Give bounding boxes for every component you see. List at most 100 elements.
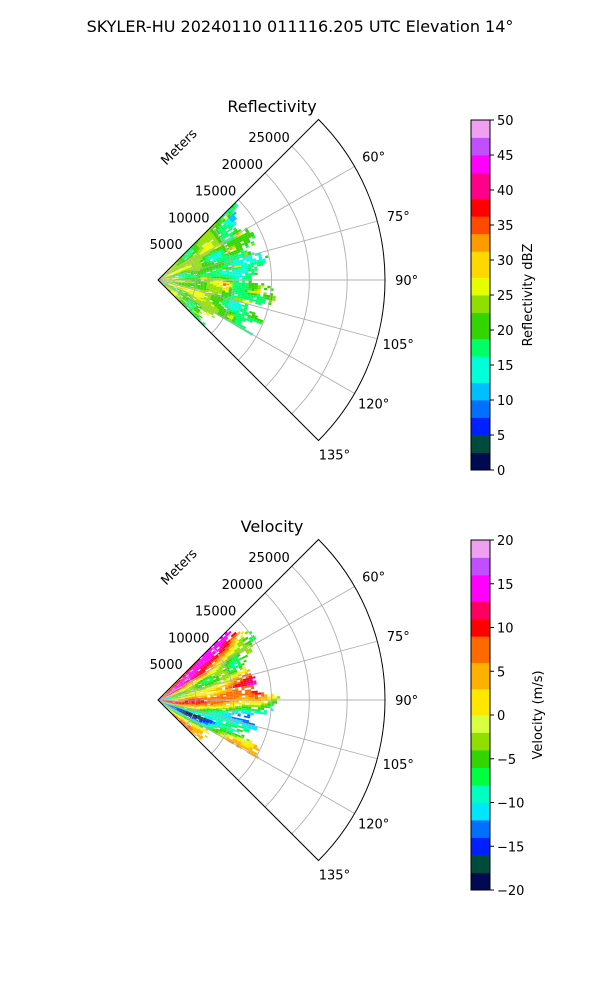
radar-gate: [184, 700, 189, 702]
radar-gate: [172, 280, 176, 281]
radar-gate: [172, 697, 176, 699]
radar-gate: [239, 324, 244, 328]
radar-gate: [193, 681, 197, 684]
radar-gate: [211, 660, 215, 664]
radar-gate: [205, 652, 209, 656]
radar-gate: [178, 297, 181, 300]
radar-gate: [168, 694, 172, 696]
radar-gate: [194, 714, 198, 717]
velocity-range-axis-label: Meters: [159, 546, 201, 588]
radar-gate: [229, 706, 233, 709]
radar-gate: [205, 663, 209, 666]
radar-gate: [175, 267, 179, 270]
radar-gate: [165, 695, 168, 697]
radar-gate: [238, 690, 242, 693]
radar-gate: [215, 676, 220, 679]
radar-gate: [232, 246, 236, 250]
radar-gate: [164, 284, 167, 287]
radar-gate: [228, 292, 232, 295]
radar-gate: [231, 724, 235, 728]
radar-gate: [186, 726, 190, 730]
radar-gate: [226, 315, 231, 319]
radar-gate: [188, 697, 192, 699]
radar-gate: [196, 247, 200, 250]
radar-gate: [165, 281, 169, 282]
radar-gate: [199, 708, 204, 710]
radar-gate: [217, 304, 222, 308]
radar-gate: [164, 273, 167, 276]
radar-gate: [250, 684, 254, 688]
radar-gate: [252, 258, 257, 261]
radar-gate: [246, 240, 251, 244]
radar-gate: [214, 654, 218, 658]
colorbar-swatch: [471, 706, 490, 716]
radar-gate: [200, 705, 204, 708]
radar-gate: [205, 290, 210, 293]
radar-gate: [190, 705, 194, 708]
radar-gate: [180, 263, 184, 266]
radar-gate: [190, 249, 194, 253]
colorbar-swatch: [471, 435, 490, 445]
radar-gate: [216, 258, 220, 261]
radar-gate: [228, 641, 232, 645]
radar-gate: [180, 263, 184, 266]
radar-gate: [238, 272, 242, 275]
radar-gate: [244, 725, 248, 728]
radar-gate: [225, 316, 230, 320]
radar-gate: [228, 244, 232, 248]
radar-gate: [216, 280, 220, 282]
radar-gate: [230, 243, 235, 247]
radar-gate: [176, 682, 179, 685]
radar-gate: [222, 247, 226, 251]
radar-gate: [183, 301, 187, 304]
radar-gate: [175, 262, 179, 265]
radar-gate: [202, 689, 207, 691]
radar-gate: [214, 674, 219, 677]
radar-gate: [200, 723, 205, 726]
radar-gate: [165, 703, 168, 705]
radar-gate: [211, 315, 216, 319]
radar-gate: [168, 694, 172, 697]
radar-gate: [214, 681, 218, 684]
radar-gate: [176, 683, 180, 686]
radar-gate: [181, 718, 185, 721]
radar-gate: [230, 669, 234, 673]
radar-gate: [189, 303, 193, 307]
radar-gate: [193, 302, 198, 306]
radar-gate: [190, 285, 194, 287]
radar-gate: [183, 721, 187, 724]
radar-gate: [210, 725, 214, 729]
radar-gate: [198, 291, 203, 294]
radar-gate: [240, 671, 245, 674]
radar-gate: [187, 715, 191, 718]
radar-gate: [165, 283, 168, 285]
radar-gate: [228, 652, 233, 656]
radar-gate: [191, 701, 195, 702]
radar-gate: [188, 264, 192, 267]
radar-gate: [189, 709, 193, 711]
radar-gate: [239, 259, 244, 262]
radar-gate: [164, 693, 168, 696]
radar-gate: [188, 305, 192, 308]
radar-gate: [177, 706, 181, 708]
radar-gate: [209, 658, 213, 662]
radar-gate: [221, 664, 225, 668]
radar-gate: [213, 238, 218, 242]
radar-gate: [174, 703, 179, 705]
radar-gate: [233, 736, 237, 740]
radar-gate: [208, 263, 212, 266]
radar-gate: [184, 282, 188, 283]
radar-gate: [175, 266, 178, 269]
radar-gate: [240, 735, 244, 739]
radar-gate: [211, 292, 216, 294]
radar-gate: [177, 685, 181, 688]
radar-gate: [210, 273, 214, 276]
radar-gate: [237, 294, 241, 297]
radar-gate: [241, 314, 245, 318]
radar-gate: [242, 258, 247, 261]
radar-gate: [238, 697, 243, 700]
radar-gate: [228, 207, 233, 211]
radar-gate: [179, 262, 183, 265]
radar-gate: [203, 672, 207, 676]
radar-gate: [178, 701, 182, 702]
